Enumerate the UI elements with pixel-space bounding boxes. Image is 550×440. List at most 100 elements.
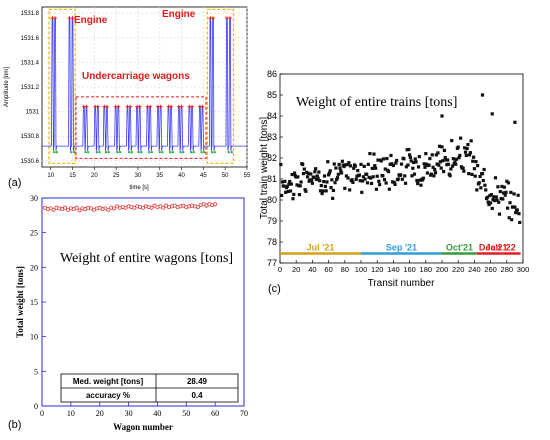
panel-b-data-point — [106, 207, 111, 212]
panel-c-data-point — [288, 189, 293, 193]
panel-c-data-point — [358, 179, 362, 183]
panel-c-data-point — [392, 180, 396, 185]
panel-c-data-point — [482, 167, 486, 172]
panel-c-data-point — [458, 153, 462, 158]
panel-c-data-point — [431, 165, 435, 169]
panel-c-data-point — [418, 178, 422, 182]
panel-c-data-point — [356, 168, 360, 173]
panel-c-data-point — [348, 164, 353, 168]
panel-b-y-tick-label: 0 — [34, 402, 38, 411]
panel-c-data-point — [383, 167, 387, 171]
panel-a-valley-marker — [84, 151, 87, 154]
panel-c-x-tick-label: 60 — [324, 265, 332, 274]
panel-a-annotation-wagons: Undercarriage wagons — [82, 71, 190, 82]
panel-c-data-point — [381, 174, 385, 178]
panel-a-peak-marker — [128, 104, 133, 109]
panel-c-data-point — [306, 171, 310, 176]
panel-c-data-point — [479, 186, 483, 190]
panel-c-data-point — [318, 179, 322, 183]
panel-a-y-tick-label: 1531.6 — [21, 36, 40, 42]
panel-a: 1530.6 1530.8 1531 1531.2 1531.4 1531.6 1531.8… — [4, 6, 251, 191]
panel-c-data-point — [506, 206, 510, 210]
panel-c-data-point — [280, 193, 284, 198]
panel-a-x-tick-label: 10 — [47, 173, 54, 179]
panel-c-data-point — [382, 178, 387, 182]
panel-c-data-point — [506, 181, 511, 185]
panel-a-valley-marker — [137, 151, 141, 154]
panel-c-data-point — [339, 169, 343, 173]
panel-c-data-point — [344, 174, 349, 178]
panel-c-data-point — [441, 159, 445, 163]
panel-c-data-point — [515, 208, 519, 212]
panel-c-data-point — [336, 172, 340, 176]
panel-c-data-point — [496, 185, 500, 189]
panel-a-valley-marker — [192, 151, 195, 154]
panel-c-data-point — [435, 162, 439, 166]
panel-c-data-point — [320, 191, 324, 196]
panel-c-data-point — [337, 162, 341, 167]
panel-c-data-point — [503, 193, 507, 197]
panel-c-x-tick-label: 140 — [387, 265, 400, 274]
panel-c-data-point — [404, 165, 408, 169]
panel-c-data-point — [425, 162, 429, 166]
panel-a-peak-marker — [227, 16, 232, 21]
panel-c-data-point — [305, 170, 309, 174]
panel-a-valley-marker — [140, 151, 143, 154]
panel-c-data-point — [406, 163, 410, 167]
panel-c-data-point — [438, 160, 442, 164]
panel-c-data-point — [393, 182, 397, 187]
panel-c-data-point — [377, 179, 381, 183]
panel-c-y-tick-label: 81 — [267, 174, 277, 184]
panel-c-data-point — [289, 182, 293, 186]
panel-c-data-point — [394, 161, 398, 165]
panel-c-data-point — [321, 189, 325, 193]
panel-a-valley-marker — [118, 151, 122, 154]
panel-b-y-tick-label: 25 — [30, 229, 38, 238]
panel-c-data-point — [430, 153, 434, 157]
panel-c-data-point — [297, 184, 301, 188]
panel-c-data-point — [490, 112, 494, 116]
panel-c-y-ticks: 77 78 79 80 81 82 83 84 85 86 — [267, 69, 283, 268]
panel-c-data-point — [399, 162, 404, 166]
panel-c-data-point — [301, 162, 305, 167]
panel-a-annotation-engine-left: Engine — [74, 15, 108, 26]
panel-a-x-tick-label: 45 — [200, 173, 207, 179]
panel-c-data-point — [379, 159, 383, 163]
panel-c-data-point — [315, 174, 319, 178]
panel-a-valley-marker — [158, 151, 161, 154]
panel-c-data-point — [351, 180, 355, 185]
panel-b-summary-table: Med. weight [tons] 28.49 accuracy % 0.4 — [60, 373, 239, 403]
panel-c-data-point — [416, 165, 421, 169]
panel-a-peak-marker — [70, 16, 75, 21]
panel-c-data-point — [304, 189, 308, 193]
panel-a-y-tick-label: 1530.8 — [21, 134, 40, 140]
panel-c-data-point — [516, 193, 520, 197]
panel-c-data-point — [353, 164, 357, 168]
panel-c-data-point — [486, 200, 490, 204]
panel-c-data-point — [373, 164, 377, 168]
panel-c-data-point — [428, 156, 432, 161]
panel-c-data-point — [446, 158, 450, 162]
panel-c-data-point — [473, 174, 477, 178]
panel-c-data-point — [302, 167, 306, 171]
panel-c-data-point — [514, 211, 518, 215]
panel-c-data-point — [415, 178, 419, 183]
panel-a-peak-marker — [148, 104, 153, 109]
panel-c-data-point — [405, 148, 409, 152]
panel-a-x-tick-label: 50 — [222, 173, 229, 179]
panel-a-peak-marker — [95, 104, 100, 109]
panel-a-peak-marker — [116, 104, 121, 109]
panel-a-label: (a) — [8, 177, 21, 189]
panel-c-data-point — [286, 189, 290, 194]
panel-c-data-point — [424, 152, 428, 156]
panel-b-y-tick-label: 5 — [34, 367, 38, 376]
panel-c-data-point — [469, 139, 473, 143]
panel-c-data-point — [450, 164, 455, 168]
panel-c-data-point — [480, 172, 485, 176]
panel-a-valley-marker — [130, 151, 134, 154]
panel-c-y-tick-label: 80 — [267, 195, 277, 205]
panel-a-x-tick-label: 20 — [91, 173, 98, 179]
panel-c-data-point — [436, 151, 440, 155]
panel-c-data-point — [443, 156, 447, 160]
panel-c-data-point — [412, 172, 417, 176]
